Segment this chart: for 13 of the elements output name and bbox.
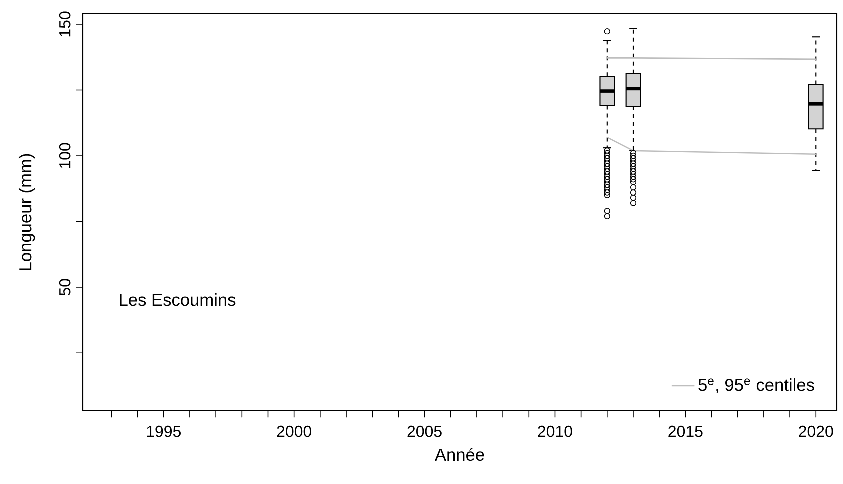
- y-tick-label: 150: [59, 12, 71, 37]
- legend-label: 5$^{e}$, 95$^{e}$ centiles: [698, 378, 814, 394]
- y-tick-label: 100: [59, 143, 71, 168]
- annotation: Les Escoumins: [120, 293, 236, 306]
- x-tick-label: 2005: [408, 426, 442, 438]
- x-tick-label: 2000: [277, 426, 312, 438]
- x-tick-label: 1995: [147, 426, 181, 438]
- x-tick-label: 2020: [799, 426, 834, 438]
- y-tick-label: 50: [59, 279, 71, 296]
- x-tick-label: 2015: [668, 426, 703, 438]
- y-axis-title: Longueur (mm): [18, 154, 36, 270]
- x-tick-label: 2010: [538, 426, 572, 438]
- x-axis-title: Année: [434, 448, 484, 462]
